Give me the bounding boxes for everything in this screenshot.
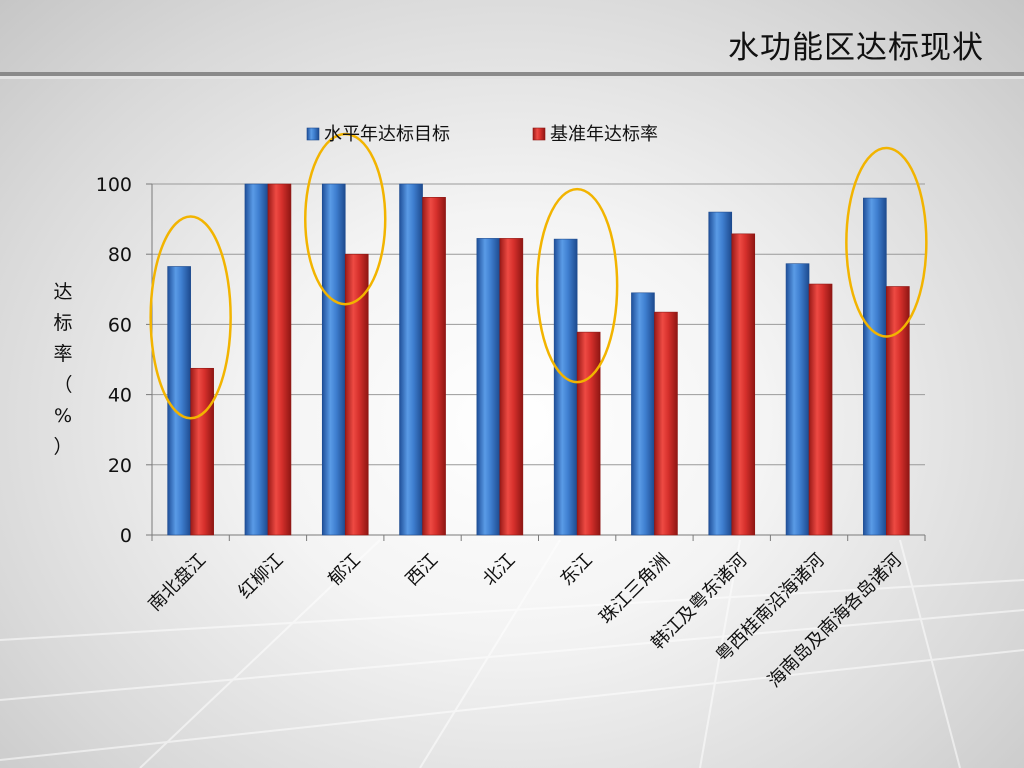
x-category-label: 海南岛及南海各岛诸河 (764, 550, 906, 692)
y-tick-label: 80 (108, 244, 132, 266)
bar-baseline (654, 311, 678, 536)
y-tick-label: 40 (108, 385, 132, 407)
legend-label-target: 水平年达标目标 (324, 124, 450, 145)
x-category-label: 东江 (556, 550, 596, 590)
bar-baseline (886, 286, 910, 536)
y-tick-label: 100 (96, 174, 132, 196)
x-category-label: 南北盘江 (144, 550, 210, 616)
bar-baseline (808, 283, 833, 536)
bar-baseline (576, 331, 601, 536)
slide-title: 水功能区达标现状 (728, 30, 984, 66)
highlight-ellipse (149, 215, 232, 420)
legend-swatch-baseline (532, 127, 546, 141)
bar-target (476, 238, 501, 536)
bars (167, 183, 910, 536)
legend: 水平年达标目标 基准年达标率 (306, 124, 658, 145)
bar-target (244, 183, 269, 536)
y-axis-title: 达标率（%） (53, 281, 72, 458)
x-category-label: 西江 (402, 550, 442, 590)
highlight-ellipse (845, 146, 928, 338)
bar-target (167, 266, 191, 536)
x-category-label: 红柳江 (234, 550, 287, 603)
legend-swatch-target (306, 127, 320, 141)
y-tick-label: 0 (120, 525, 132, 547)
bar-baseline (344, 253, 369, 536)
bar-target (708, 211, 733, 536)
bar-target (785, 263, 810, 536)
x-category-label: 郁江 (324, 550, 364, 590)
bar-target (399, 183, 423, 536)
x-category-label: 北江 (479, 550, 519, 590)
bar-baseline (499, 238, 524, 536)
bar-target (553, 238, 578, 536)
title-rule-highlight (0, 76, 1024, 79)
bar-baseline (422, 197, 446, 536)
bar-baseline (731, 233, 756, 536)
bar-baseline (267, 183, 292, 536)
highlight-ellipses (149, 132, 928, 420)
title-rule (0, 72, 1024, 76)
legend-label-baseline: 基准年达标率 (550, 124, 658, 145)
bar-target (321, 183, 346, 536)
bar-target (631, 292, 655, 536)
highlight-ellipse (535, 187, 619, 384)
y-tick-label: 20 (108, 455, 132, 477)
y-tick-label: 60 (108, 314, 132, 336)
bar-baseline (190, 367, 214, 536)
highlight-ellipse (304, 132, 387, 306)
x-category-label: 珠江三角洲 (595, 550, 673, 628)
bar-target (863, 197, 887, 536)
